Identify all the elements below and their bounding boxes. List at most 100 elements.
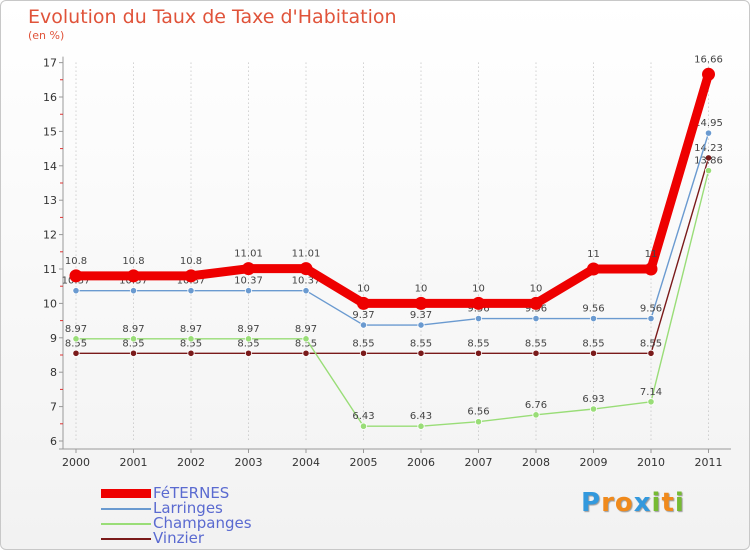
proxiti-logo: Proxiti [581, 488, 685, 518]
data-label-champanges: 13.86 [694, 156, 723, 167]
data-point-champanges [704, 167, 713, 175]
data-point-champanges [647, 398, 655, 406]
data-point-larringes [129, 287, 138, 295]
x-tick-label: 2009 [580, 456, 608, 469]
data-label-vinzier: 8.55 [65, 338, 87, 349]
data-label-feternes: 10 [530, 283, 543, 294]
logo-letter: i [674, 488, 685, 518]
data-point-vinzier [72, 349, 80, 357]
y-tick-label: 8 [50, 366, 57, 379]
data-label-vinzier: 8.55 [237, 338, 259, 349]
y-tick-label: 10 [43, 297, 57, 310]
series-line-champanges [75, 169, 710, 427]
data-point-feternes [414, 296, 428, 310]
data-point-larringes [589, 314, 598, 323]
chart-subtitle: (en %) [28, 29, 65, 42]
data-label-larringes: 10.37 [292, 276, 321, 287]
data-point-feternes [69, 269, 83, 283]
data-point-feternes [702, 67, 715, 81]
data-label-champanges: 6.43 [352, 411, 374, 422]
data-label-vinzier: 14.23 [694, 143, 723, 154]
data-point-vinzier [589, 349, 598, 357]
data-label-champanges: 6.43 [410, 411, 432, 422]
x-tick-label: 2007 [465, 456, 493, 469]
data-point-larringes [302, 287, 310, 295]
data-label-vinzier: 8.55 [525, 338, 547, 349]
x-tick-label: 2008 [522, 456, 550, 469]
data-label-feternes: 10 [472, 283, 485, 294]
legend-swatch-feternes [101, 489, 151, 498]
data-label-feternes: 11 [587, 249, 600, 260]
legend-label-larringes: Larringes [153, 499, 223, 517]
logo-letter: o [614, 488, 634, 518]
data-label-champanges: 6.76 [525, 400, 547, 411]
data-point-champanges [589, 405, 598, 413]
series-line-feternes [71, 69, 713, 308]
data-label-feternes: 10.8 [180, 256, 202, 267]
data-label-champanges: 8.97 [295, 324, 317, 335]
data-point-vinzier [359, 349, 368, 357]
x-tick-label: 2005 [350, 456, 378, 469]
legend-label-champanges: Champanges [153, 514, 252, 532]
data-label-vinzier: 8.55 [640, 338, 662, 349]
x-tick-label: 2000 [62, 456, 90, 469]
data-point-larringes [474, 314, 483, 323]
data-point-larringes [647, 314, 655, 323]
series-line-larringes [75, 132, 710, 326]
data-label-larringes: 10.37 [234, 276, 263, 287]
data-point-vinzier [704, 154, 713, 162]
y-tick-label: 9 [50, 332, 57, 345]
data-point-larringes [532, 314, 540, 323]
x-tick-label: 2010 [637, 456, 665, 469]
data-point-champanges [359, 422, 368, 430]
y-tick-label: 14 [43, 160, 57, 173]
data-point-vinzier [474, 349, 483, 357]
data-point-champanges [72, 335, 80, 343]
data-label-feternes: 10 [415, 283, 428, 294]
data-point-vinzier [244, 349, 253, 357]
data-label-larringes: 14.95 [694, 118, 723, 129]
data-label-champanges: 7.14 [640, 387, 662, 398]
y-tick-label: 6 [50, 435, 57, 448]
data-point-champanges [187, 335, 195, 343]
logo-letter: r [601, 488, 615, 518]
data-label-feternes: 11.01 [234, 249, 263, 260]
data-point-feternes [127, 269, 140, 283]
data-label-champanges: 8.97 [180, 324, 202, 335]
y-tick-label: 17 [43, 57, 57, 70]
data-label-larringes: 9.56 [640, 304, 662, 315]
y-tick-label: 11 [43, 263, 57, 276]
data-point-champanges [417, 422, 425, 430]
data-point-vinzier [532, 349, 540, 357]
legend-label-feternes: FéTERNES [153, 484, 230, 502]
data-label-champanges: 6.93 [582, 394, 604, 405]
data-point-champanges [244, 335, 253, 343]
data-label-feternes: 11 [645, 249, 658, 260]
data-point-vinzier [302, 349, 310, 357]
data-label-vinzier: 8.55 [410, 338, 432, 349]
x-tick-label: 2003 [235, 456, 263, 469]
legend-swatch-larringes [101, 508, 151, 510]
data-point-larringes [417, 321, 425, 329]
logo-letter: i [651, 488, 662, 518]
data-point-larringes [244, 287, 253, 295]
legend-swatch-champanges [101, 523, 151, 525]
y-tick-label: 7 [50, 401, 57, 414]
logo-letter: x [633, 488, 652, 518]
y-tick-label: 13 [43, 194, 57, 207]
data-point-feternes [644, 262, 658, 276]
data-label-vinzier: 8.55 [467, 338, 489, 349]
x-tick-label: 2001 [120, 456, 148, 469]
data-point-champanges [302, 335, 310, 343]
y-tick-label: 15 [43, 125, 57, 138]
data-label-larringes: 9.37 [410, 310, 432, 321]
x-tick-label: 2004 [292, 456, 320, 469]
data-point-feternes [184, 269, 198, 283]
data-label-vinzier: 8.55 [122, 338, 144, 349]
data-label-feternes: 10.8 [65, 256, 87, 267]
data-point-feternes [529, 296, 543, 310]
data-point-larringes [704, 129, 713, 137]
data-label-champanges: 6.56 [467, 407, 489, 418]
data-point-feternes [299, 262, 313, 276]
